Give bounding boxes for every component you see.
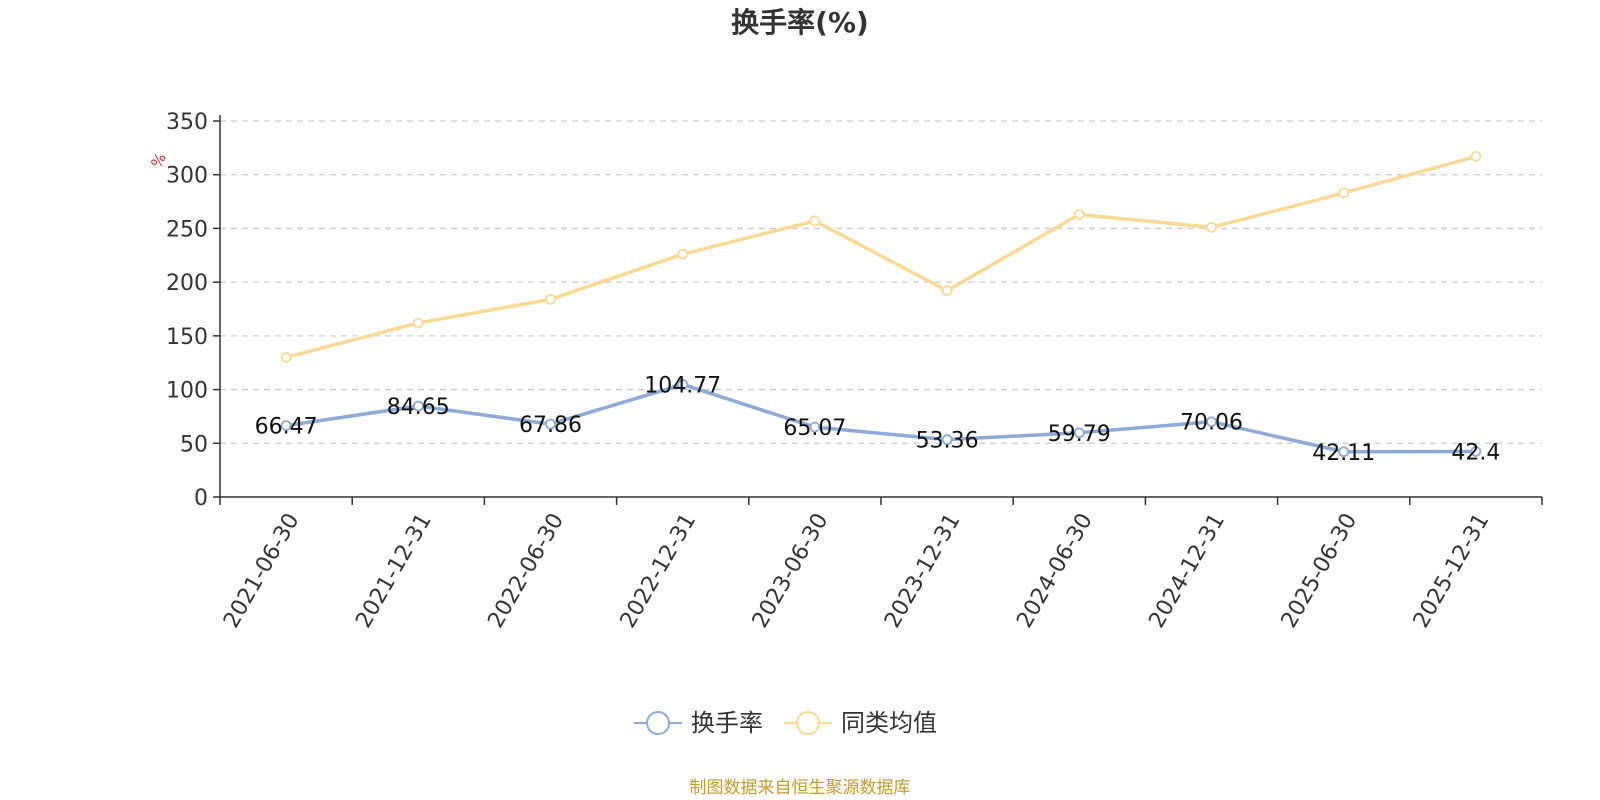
chart-title: 换手率(%) bbox=[731, 6, 869, 39]
y-tick-label: 200 bbox=[166, 271, 208, 296]
data-point[interactable] bbox=[941, 285, 953, 297]
data-point[interactable] bbox=[412, 317, 424, 329]
x-tick-label: 2023-12-31 bbox=[880, 509, 966, 632]
series-line bbox=[285, 382, 1476, 454]
data-point[interactable] bbox=[280, 351, 292, 363]
axis-layer: 0 50 100 150 200 250 300 350 2021-06-30 2021-12-3… bbox=[166, 110, 1543, 632]
x-tick-label: 2025-12-31 bbox=[1409, 509, 1495, 632]
data-point[interactable] bbox=[1338, 187, 1350, 199]
data-point[interactable] bbox=[1206, 416, 1217, 428]
legend-label: 同类均值 bbox=[841, 709, 937, 737]
legend-item[interactable]: 换手率 bbox=[634, 709, 763, 737]
data-point[interactable] bbox=[412, 400, 424, 412]
y-tick-label: 0 bbox=[194, 486, 208, 511]
data-label: 104.77 bbox=[644, 373, 721, 398]
data-label: 42.11 bbox=[1312, 441, 1375, 466]
data-label: 67.86 bbox=[519, 413, 582, 438]
data-point[interactable] bbox=[280, 420, 292, 431]
x-tick-label: 2021-06-30 bbox=[219, 509, 305, 632]
data-point[interactable] bbox=[809, 421, 821, 433]
x-tick-label: 2022-06-30 bbox=[483, 509, 569, 632]
legend-circle-icon bbox=[646, 711, 670, 735]
data-point[interactable] bbox=[1073, 209, 1085, 220]
data-label: 84.65 bbox=[387, 395, 450, 420]
data-label: 65.07 bbox=[783, 416, 846, 441]
series-line bbox=[285, 154, 1477, 360]
x-tick-label: 2021-12-31 bbox=[351, 509, 437, 632]
data-point[interactable] bbox=[1206, 221, 1217, 233]
legend-item[interactable]: 同类均值 bbox=[784, 709, 937, 737]
data-point[interactable] bbox=[545, 418, 556, 430]
data-point[interactable] bbox=[1470, 151, 1482, 162]
x-tick-label: 2022-12-31 bbox=[616, 509, 702, 632]
label-layer: 66.47 84.65 67.86 104.77 65.07 53.36 59.79 70.0… bbox=[255, 373, 1501, 465]
y-tick-label: 350 bbox=[166, 110, 208, 135]
x-tick-label: 2024-12-31 bbox=[1144, 509, 1230, 632]
y-tick-label: 50 bbox=[180, 432, 208, 457]
y-tick-label: 300 bbox=[166, 164, 208, 189]
y-tick-label: 150 bbox=[166, 325, 208, 350]
legend[interactable]: 换手率 同类均值 bbox=[634, 709, 937, 737]
data-label: 66.47 bbox=[255, 415, 318, 440]
data-point[interactable] bbox=[545, 293, 556, 305]
x-tick-label: 2023-06-30 bbox=[748, 509, 834, 632]
data-label: 70.06 bbox=[1180, 411, 1243, 436]
data-point[interactable] bbox=[1338, 446, 1350, 458]
y-tick-label: 100 bbox=[166, 379, 208, 404]
data-label: 42.4 bbox=[1451, 440, 1500, 465]
data-point[interactable] bbox=[1470, 446, 1482, 457]
data-label: 59.79 bbox=[1048, 422, 1111, 447]
data-point[interactable] bbox=[941, 434, 953, 446]
series-layer bbox=[280, 151, 1482, 458]
legend-label: 换手率 bbox=[691, 709, 763, 737]
legend-circle-icon bbox=[796, 711, 820, 735]
data-label: 53.36 bbox=[916, 429, 979, 454]
x-tick-label: 2025-06-30 bbox=[1277, 509, 1363, 632]
data-point[interactable] bbox=[677, 248, 689, 260]
data-source-note: 制图数据来自恒生聚源数据库 bbox=[690, 778, 911, 798]
y-tick-label: 250 bbox=[166, 217, 208, 242]
grid-layer bbox=[220, 120, 1542, 444]
data-point[interactable] bbox=[677, 379, 689, 390]
data-point[interactable] bbox=[809, 215, 821, 227]
data-point[interactable] bbox=[1073, 427, 1085, 439]
x-tick-label: 2024-06-30 bbox=[1012, 509, 1098, 632]
